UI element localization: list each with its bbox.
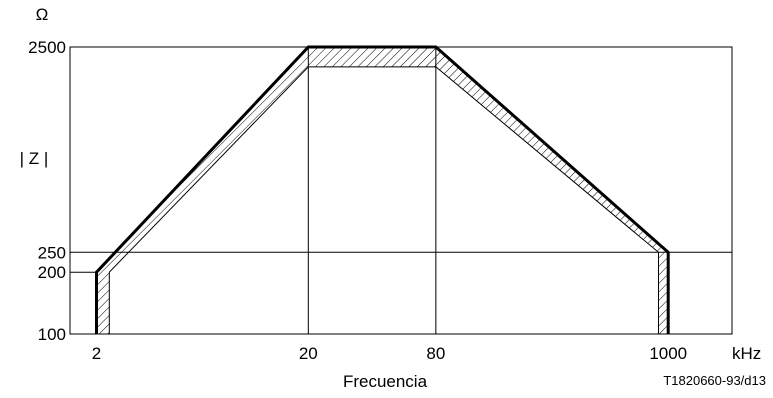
- tolerance-region: [96, 47, 669, 334]
- figure-code: T1820660-93/d13: [663, 373, 766, 388]
- y-tick-label-250: 250: [38, 243, 66, 262]
- x-tick-label-2: 2: [92, 344, 101, 363]
- x-tick-label-1000: 1000: [649, 344, 687, 363]
- y-tick-label-100: 100: [38, 325, 66, 344]
- y-axis-label: | Z |: [20, 149, 49, 168]
- y-tick-label-2500: 2500: [28, 38, 66, 57]
- lower-limit-line: [108, 66, 659, 334]
- plot-frame: [69, 46, 733, 335]
- tolerance-region-layer: [96, 47, 669, 334]
- x-tick-label-20: 20: [299, 344, 318, 363]
- x-unit-label: kHz: [732, 344, 761, 363]
- y-tick-label-200: 200: [38, 263, 66, 282]
- x-tick-label-80: 80: [426, 344, 445, 363]
- x-axis-label: Frecuencia: [343, 372, 428, 391]
- y-unit-label: Ω: [36, 5, 49, 24]
- grid-layer: [70, 47, 732, 334]
